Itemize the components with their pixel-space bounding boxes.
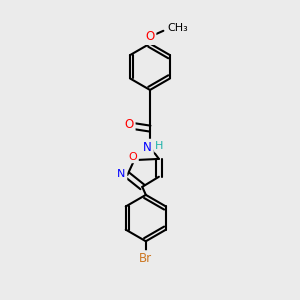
Text: O: O: [128, 152, 137, 161]
Text: N: N: [143, 140, 152, 154]
Text: H: H: [155, 141, 164, 152]
Text: O: O: [146, 30, 154, 43]
Text: O: O: [124, 118, 134, 131]
Text: Br: Br: [139, 252, 152, 265]
Text: N: N: [117, 169, 126, 179]
Text: CH₃: CH₃: [168, 23, 189, 33]
